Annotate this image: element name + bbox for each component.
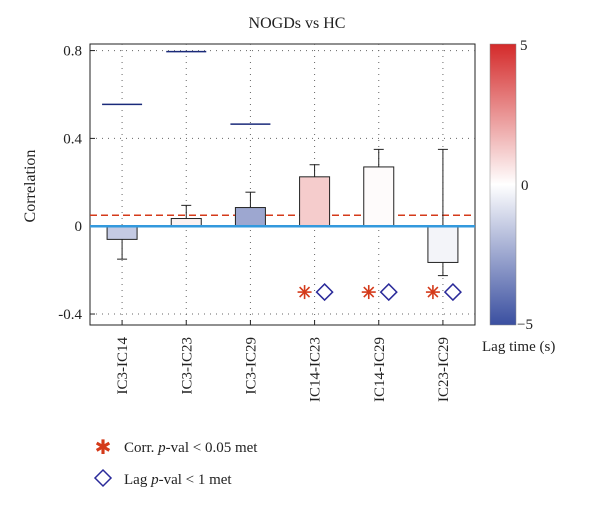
bar [363, 166, 395, 227]
lag-sig-diamond [315, 283, 334, 302]
legend-item-corr: ✱ Corr. p-val < 0.05 met [90, 437, 258, 459]
y-tick-label: 0 [75, 219, 83, 235]
legend-item-lag: Lag p-val < 1 met [90, 468, 232, 493]
x-tick-label: IC23-IC29 [436, 337, 452, 402]
colorbar-label: Lag time (s) [482, 339, 555, 355]
bar [234, 207, 266, 227]
bar [427, 225, 459, 263]
plot-area: -0.4 0 0.4 0.8 IC3-IC14 IC3-IC23 IC3-IC29 IC14-… [58, 43, 476, 402]
plot-frame [89, 43, 476, 326]
bar [106, 225, 138, 240]
legend-label-lag: Lag p-val < 1 met [124, 472, 232, 488]
x-tick-label: IC14-IC29 [372, 337, 388, 402]
x-tick-label: IC3-IC29 [243, 337, 259, 395]
colorbar [489, 43, 517, 326]
colorbar-tick-top: 5 [520, 38, 528, 54]
x-tick-label: IC14-IC23 [308, 337, 324, 402]
legend-label-corr: Corr. p-val < 0.05 met [124, 440, 258, 456]
y-tick-label: 0.4 [63, 131, 82, 147]
diamond-icon [90, 468, 116, 493]
corr-sig-asterisk [427, 286, 439, 298]
corr-sig-asterisk [363, 286, 375, 298]
y-axis-label: Correlation [22, 150, 39, 223]
colorbar-tick-bottom: −5 [517, 317, 533, 333]
x-tick-label: IC3-IC23 [179, 337, 195, 395]
corr-sig-asterisk [299, 286, 311, 298]
y-tick-label: 0.8 [63, 44, 82, 60]
y-tick-label: -0.4 [58, 307, 82, 323]
lag-sig-diamond [379, 283, 398, 302]
lag-sig-diamond [443, 283, 462, 302]
bar [299, 176, 331, 227]
x-tick-label: IC3-IC14 [115, 337, 131, 395]
chart-title: NOGDs vs HC [249, 15, 346, 32]
asterisk-icon: ✱ [94, 437, 112, 459]
colorbar-tick-middle: 0 [521, 178, 529, 194]
